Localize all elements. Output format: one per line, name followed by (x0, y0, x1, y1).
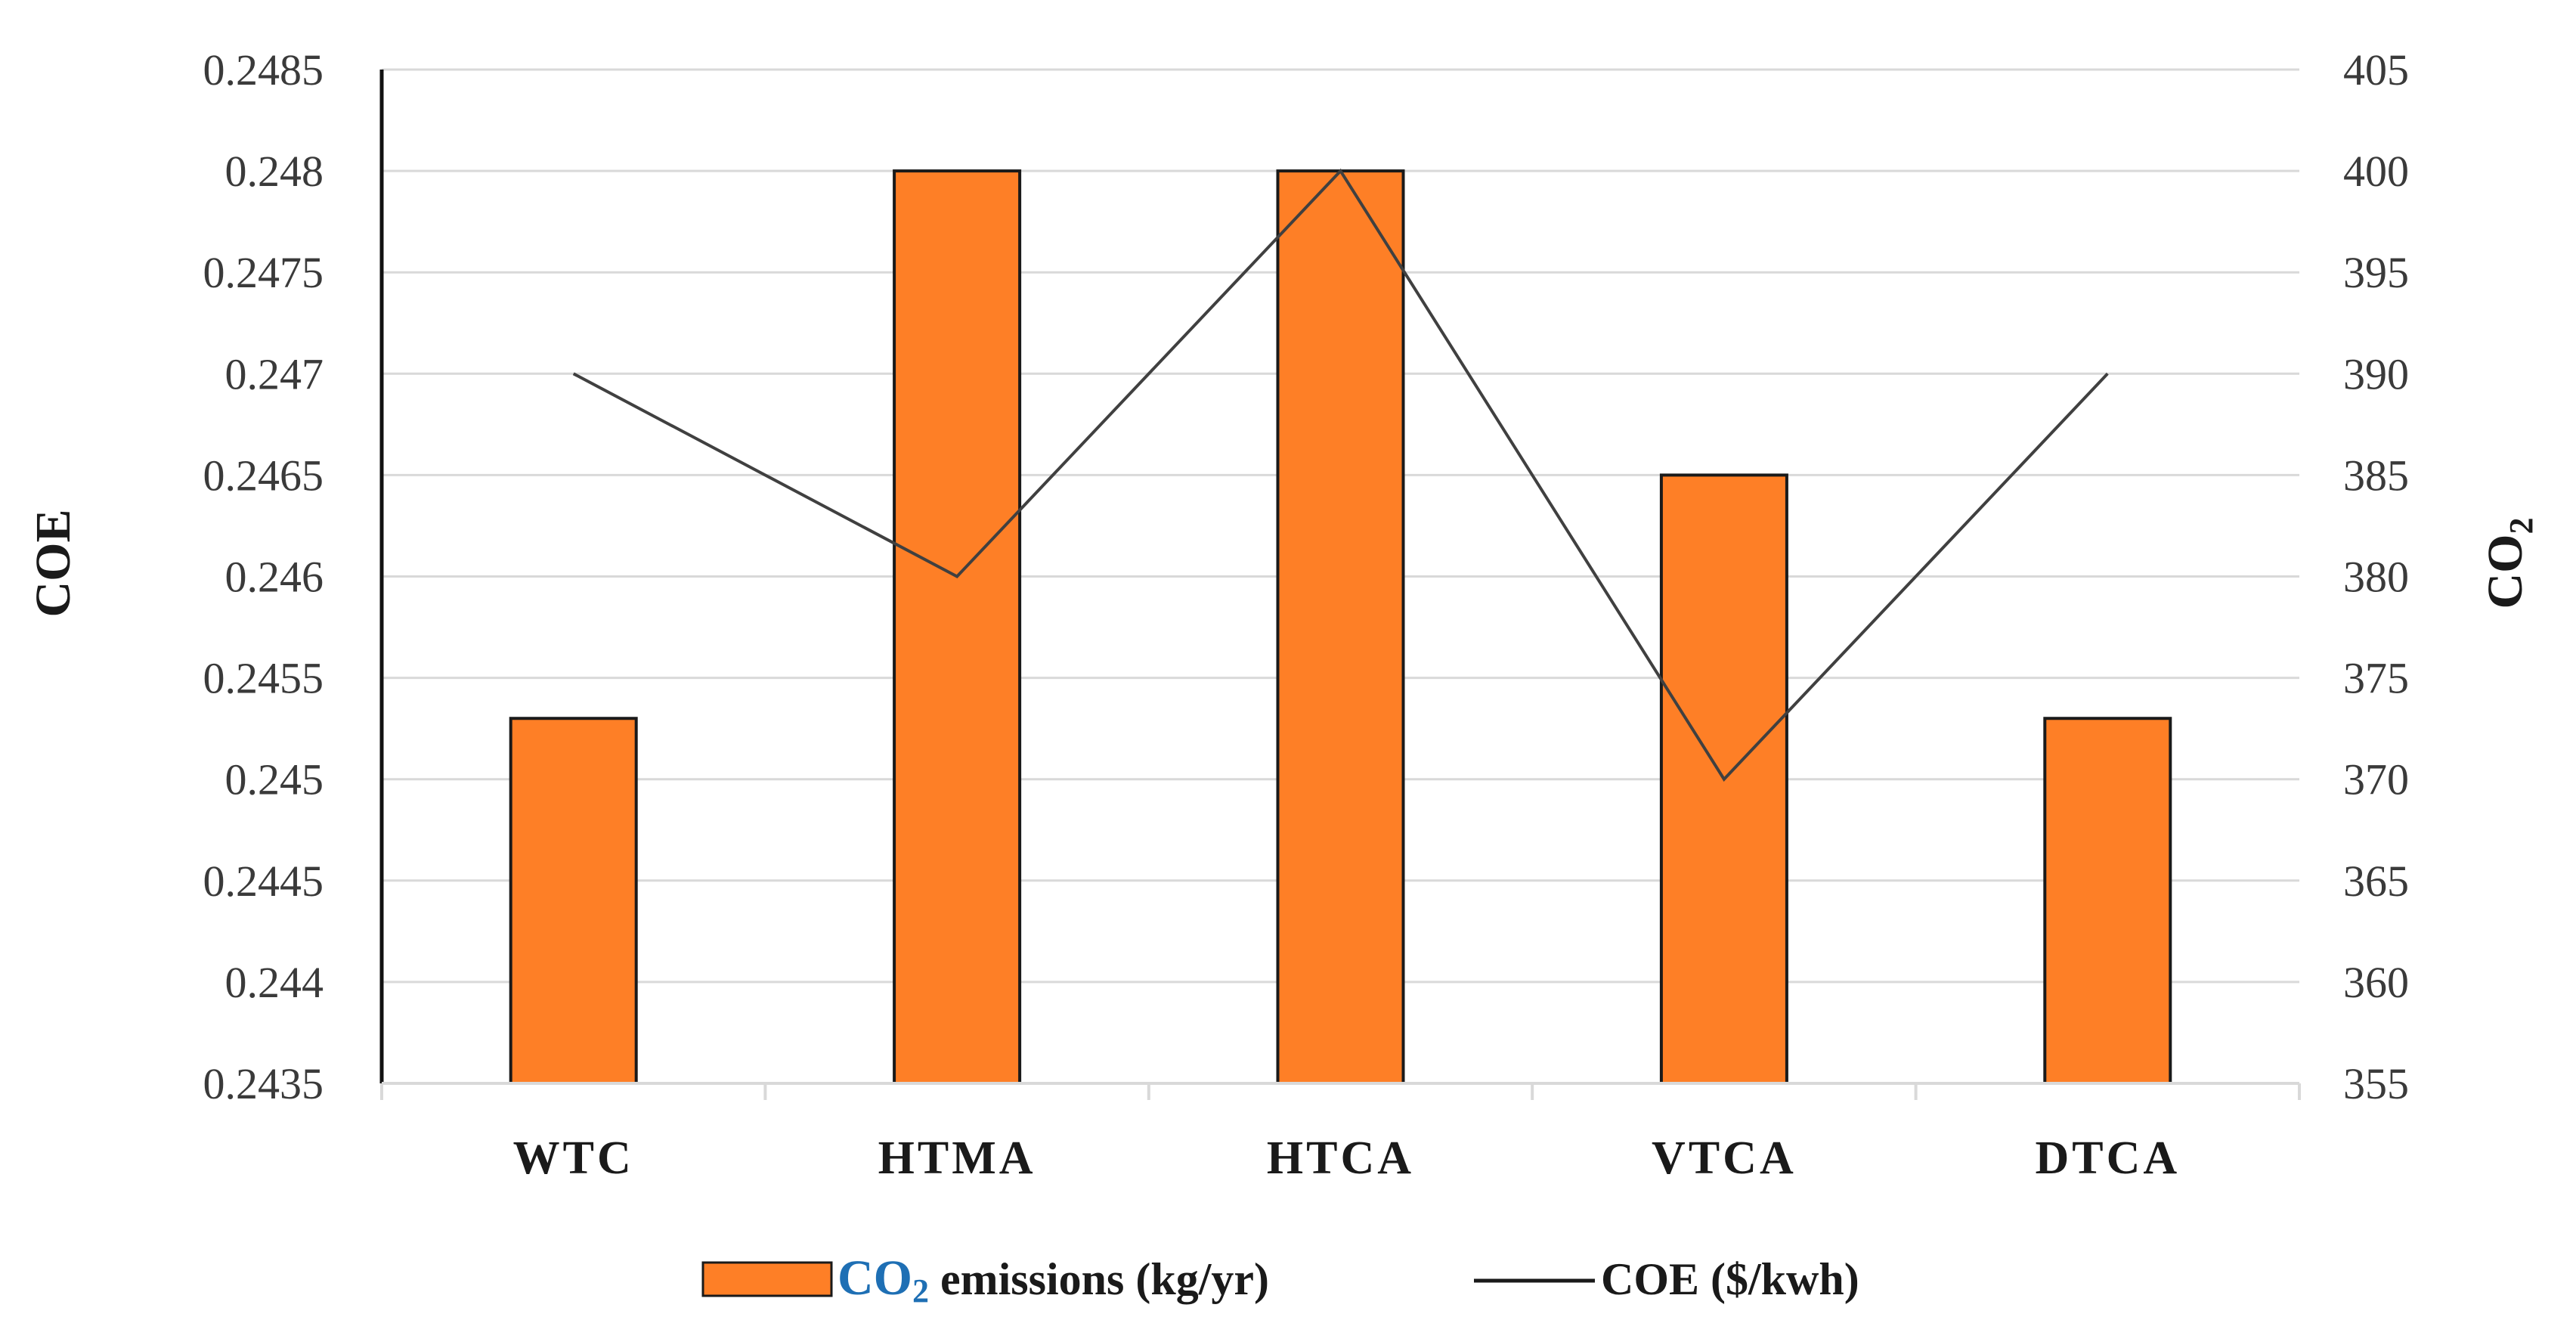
left-axis-title: COE (26, 509, 81, 617)
right-tick-label: 405 (2343, 45, 2409, 95)
bar-wtc (509, 717, 638, 1085)
left-tick-label: 0.248 (225, 147, 324, 196)
axes (379, 70, 2301, 1100)
category-label-htca: HTCA (1267, 1133, 1414, 1184)
left-axis-ticks: 0.2435 0.244 0.2445 0.245 0.2455 0.246 0.2465 0… (203, 45, 324, 1108)
coe-line-series (572, 168, 2109, 782)
right-tick-label: 385 (2343, 451, 2409, 500)
bar-htma (893, 169, 1022, 1086)
bar-dtca (2043, 717, 2172, 1085)
right-tick-label: 400 (2343, 147, 2409, 196)
right-axis-title-main: CO (2478, 535, 2533, 609)
left-tick-label: 0.2435 (203, 1059, 324, 1108)
left-tick-label: 0.2445 (203, 857, 324, 906)
right-axis-title-sub: 2 (2503, 518, 2540, 535)
right-axis-title: CO2 (2478, 518, 2540, 609)
right-axis-ticks: 355 360 365 370 375 380 385 390 395 400 405 (2343, 45, 2409, 1108)
right-tick-label: 360 (2343, 958, 2409, 1007)
right-tick-label: 375 (2343, 654, 2409, 703)
legend-bar-label-rest: emissions (kg/yr) (929, 1254, 1269, 1304)
right-tick-label: 390 (2343, 349, 2409, 398)
category-labels: WTC HTMA HTCA VTCA DTCA (513, 1133, 2180, 1184)
left-tick-label: 0.2465 (203, 451, 324, 500)
co2-bars (509, 169, 2172, 1086)
left-tick-label: 0.2475 (203, 248, 324, 297)
right-tick-label: 395 (2343, 248, 2409, 297)
legend: CO2 emissions (kg/yr) COE ($/kwh) (701, 1250, 1859, 1309)
legend-line-label: COE ($/kwh) (1601, 1254, 1859, 1304)
right-tick-label: 355 (2343, 1059, 2409, 1108)
category-label-dtca: DTCA (2035, 1133, 2180, 1184)
left-tick-label: 0.245 (225, 755, 324, 804)
category-label-wtc: WTC (513, 1133, 634, 1184)
right-tick-label: 365 (2343, 857, 2409, 906)
left-tick-label: 0.246 (225, 553, 324, 602)
left-tick-label: 0.2455 (203, 654, 324, 703)
right-tick-label: 380 (2343, 553, 2409, 602)
legend-bar-label-main: CO (838, 1250, 912, 1306)
legend-bar-label: CO2 emissions (kg/yr) (838, 1250, 1269, 1309)
category-label-vtca: VTCA (1652, 1133, 1797, 1184)
left-tick-label: 0.247 (225, 349, 324, 398)
category-label-htma: HTMA (878, 1133, 1036, 1184)
left-tick-label: 0.244 (225, 958, 324, 1007)
bar-htca (1276, 169, 1405, 1086)
legend-bar-swatch (701, 1261, 833, 1297)
coe-line (572, 168, 2109, 782)
left-tick-label: 0.2485 (203, 45, 324, 95)
right-tick-label: 370 (2343, 755, 2409, 804)
legend-bar-label-sub: 2 (912, 1272, 929, 1309)
